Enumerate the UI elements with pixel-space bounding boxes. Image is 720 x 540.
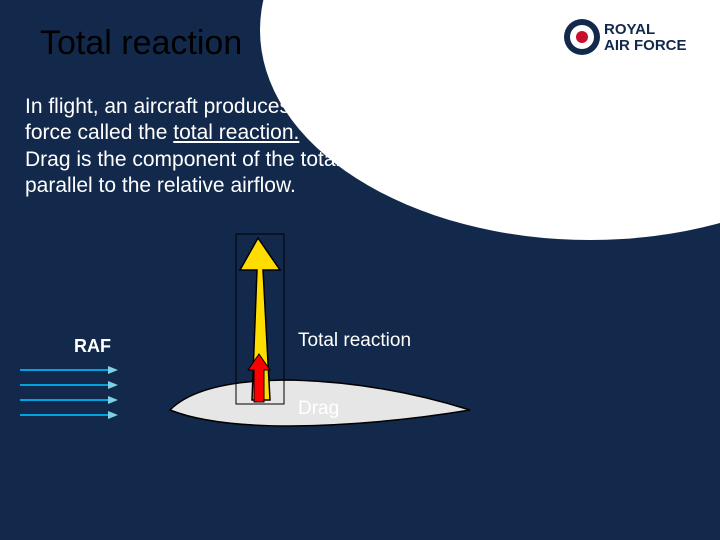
aero-diagram: Total reaction Drag	[0, 230, 520, 490]
raf-logo: ROYAL AIR FORCE	[562, 12, 702, 62]
label-drag: Drag	[298, 398, 339, 420]
logo-text-airforce: AIR FORCE	[604, 37, 687, 54]
body-line2: Drag is the component of the total react…	[25, 148, 483, 197]
airflow-lines	[20, 366, 118, 419]
body-text: In flight, an aircraft produces an aerod…	[25, 94, 495, 199]
slide-title: Total reaction	[40, 24, 242, 63]
slide: ROYAL AIR FORCE Total reaction In flight…	[0, 0, 720, 540]
body-underlined: total reaction.	[173, 121, 299, 144]
logo-text-royal: ROYAL	[604, 21, 655, 38]
label-total-reaction: Total reaction	[298, 330, 411, 352]
